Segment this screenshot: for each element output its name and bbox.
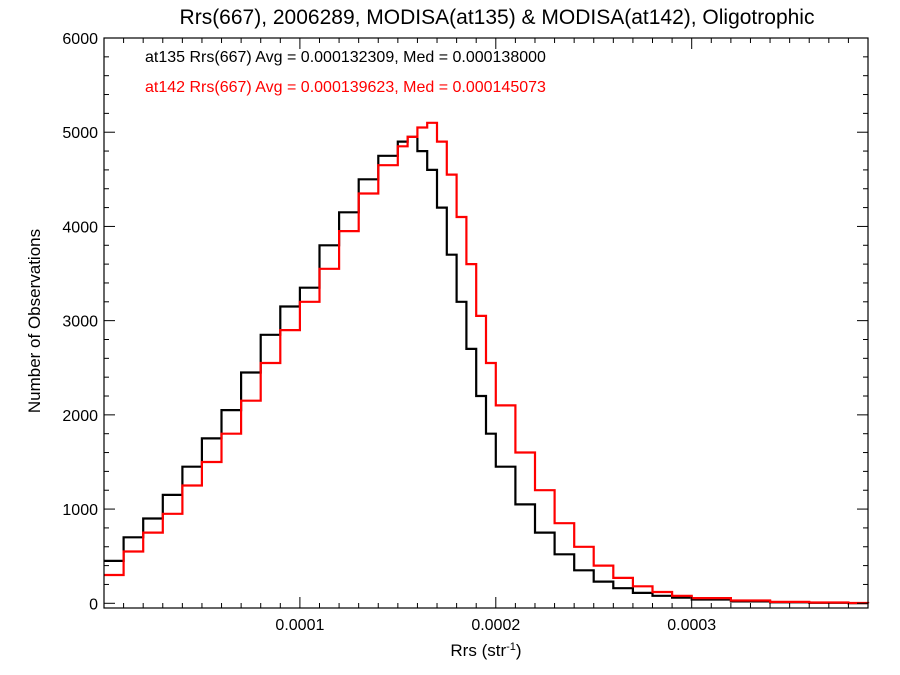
- y-tick-label: 2000: [62, 408, 98, 425]
- y-tick-label: 1000: [62, 502, 98, 519]
- y-tick-label: 4000: [62, 219, 98, 236]
- x-axis-label-close: ): [516, 641, 522, 660]
- y-axis-label: Number of Observations: [25, 229, 44, 413]
- y-tick-label: 6000: [62, 31, 98, 48]
- x-axis-label-main: Rrs (str: [450, 641, 506, 660]
- ticks-layer: 0.0001 0.0002 0.0003 0 1000 2000 3000 4000 5000 6…: [62, 31, 868, 634]
- y-tick-label: 0: [89, 596, 98, 613]
- plot-frame: [103, 37, 869, 609]
- y-tick-label: 3000: [62, 314, 98, 331]
- x-tick-label: 0.0001: [275, 617, 324, 634]
- annotation-at142: at142 Rrs(667) Avg = 0.000139623, Med = …: [145, 79, 546, 96]
- chart-title: Rrs(667), 2006289, MODISA(at135) & MODIS…: [180, 6, 815, 29]
- y-tick-label: 5000: [62, 125, 98, 142]
- x-tick-label: 0.0003: [667, 617, 716, 634]
- x-axis-label: Rrs (str-1): [450, 641, 521, 660]
- series-layer: [104, 121, 870, 605]
- x-tick-label: 0.0002: [471, 617, 520, 634]
- series-line-at142: [104, 121, 870, 605]
- series-line-at135: [104, 135, 870, 605]
- annotation-at135: at135 Rrs(667) Avg = 0.000132309, Med = …: [145, 49, 546, 66]
- x-axis-label-sup: -1: [506, 641, 516, 653]
